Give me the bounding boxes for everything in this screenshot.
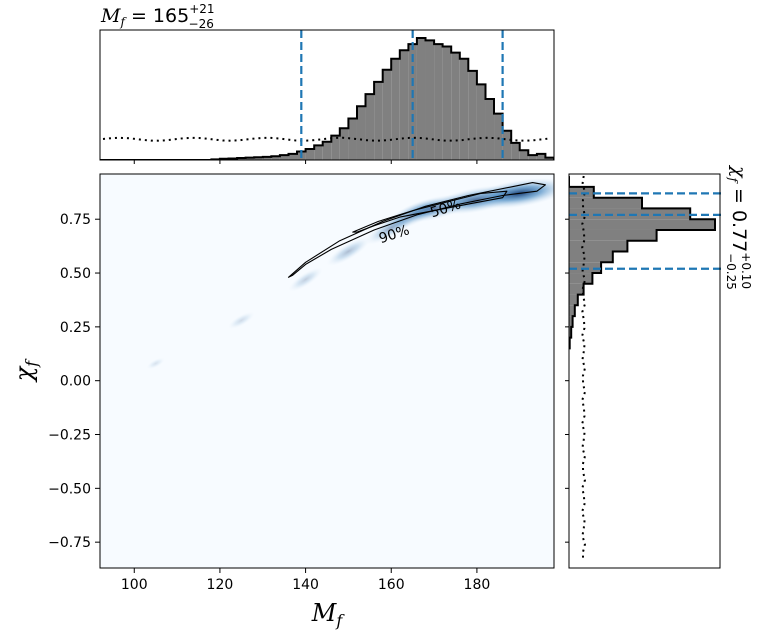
density-blob: [146, 357, 165, 370]
top-hist-bar: [511, 142, 520, 160]
top-hist-bar: [288, 153, 298, 160]
top-hist-bar: [356, 106, 366, 160]
contour-90: [287, 182, 546, 278]
right-hist-bar: [569, 229, 657, 241]
top-hist-bar: [485, 99, 495, 160]
top-marginal-title: Mf = 165+21 −26: [100, 2, 215, 31]
top-hist-bar: [365, 94, 375, 160]
x-tick-label: 120: [207, 577, 234, 593]
right-marginal-ticks: [565, 218, 569, 543]
joint-contours: [287, 182, 546, 278]
y-tick-label: 0.00: [60, 374, 91, 390]
top-hist-bar: [237, 158, 246, 160]
y-tick-label: 0.75: [60, 212, 91, 228]
x-tick-label: 100: [121, 577, 148, 593]
top-hist-bar: [502, 130, 512, 160]
y-tick-label: −0.75: [48, 535, 91, 551]
y-tick-label: −0.25: [48, 428, 91, 444]
right-marginal-panel: χf = 0.77+0.10−0.25: [565, 164, 753, 569]
top-hist-bar: [262, 156, 272, 160]
top-hist-bar: [245, 157, 255, 160]
top-marginal-frame: [99, 29, 555, 161]
right-hist-bar: [569, 273, 593, 284]
joint-panel: 90%50% 100 120 140 160 180 −0.75−0.50−0.250.…: [10, 173, 555, 630]
top-hist-bar: [391, 58, 400, 160]
y-tick-label: 0.25: [60, 320, 91, 336]
top-histogram: [100, 37, 554, 160]
top-hist-bar: [399, 50, 409, 160]
joint-background: [100, 174, 554, 568]
top-hist-bar: [339, 128, 349, 160]
top-hist-bar: [314, 145, 323, 160]
x-axis-title: Mf: [311, 599, 346, 630]
right-hist-outline: [569, 176, 716, 350]
top-hist-bar: [331, 135, 340, 160]
top-hist-bar: [348, 118, 357, 160]
top-hist-bar: [476, 84, 486, 160]
joint-y-ticks: −0.75 −0.50 −0.25 0.00 0.25 0.50 0.75: [48, 212, 100, 551]
right-hist-bar: [569, 240, 628, 252]
joint-frame: [99, 173, 555, 569]
top-hist-bar: [528, 155, 537, 160]
x-tick-label: 180: [464, 577, 491, 593]
top-hist-bar: [416, 38, 426, 160]
top-hist-bar: [254, 157, 263, 160]
density-blob: [326, 237, 371, 266]
top-hist-bar: [374, 81, 383, 160]
joint-x-ticks: 100 120 140 160 180: [121, 568, 490, 593]
right-hist-bar: [569, 283, 584, 295]
top-hist-bar: [468, 70, 477, 160]
right-hist-bar: [569, 197, 642, 209]
top-hist-bar: [536, 153, 546, 160]
right-marginal-frame: [568, 173, 721, 569]
y-axis-title: χf: [10, 358, 41, 384]
top-hist-bar: [434, 44, 443, 160]
density-blob: [228, 311, 255, 330]
y-tick-label: 0.50: [60, 266, 91, 282]
right-hist-bar: [569, 305, 575, 317]
contour-50: [352, 190, 508, 233]
top-hist-bar: [382, 69, 392, 160]
top-hist-bar: [494, 113, 503, 160]
top-hist-bar: [442, 46, 452, 160]
right-hist-bar: [569, 316, 573, 327]
top-hist-bar: [271, 156, 280, 160]
right-marginal-title: χf = 0.77+0.10−0.25: [724, 164, 753, 290]
top-hist-bar: [322, 141, 332, 160]
top-quantile-lines: [300, 30, 504, 160]
density-blob: [288, 267, 323, 292]
top-marginal-ticks: [133, 160, 478, 164]
right-quantile-lines: [569, 192, 722, 270]
top-hist-bar: [279, 155, 289, 160]
right-hist-bar: [569, 251, 613, 263]
right-hist-bar: [569, 326, 572, 338]
top-hist-bar: [545, 157, 554, 160]
top-hist-bar: [305, 149, 315, 160]
y-tick-label: −0.50: [48, 481, 91, 497]
top-hist-bar: [425, 40, 435, 160]
top-hist-bar: [451, 52, 460, 160]
x-tick-label: 160: [378, 577, 405, 593]
right-hist-bar: [569, 294, 578, 306]
top-hist-bar: [459, 58, 469, 160]
top-marginal-panel: Mf = 165+21 −26: [99, 2, 555, 164]
top-hist-bar: [519, 150, 529, 160]
top-hist-outline: [100, 37, 554, 160]
x-tick-label: 140: [292, 577, 319, 593]
right-hist-bar: [569, 219, 715, 230]
